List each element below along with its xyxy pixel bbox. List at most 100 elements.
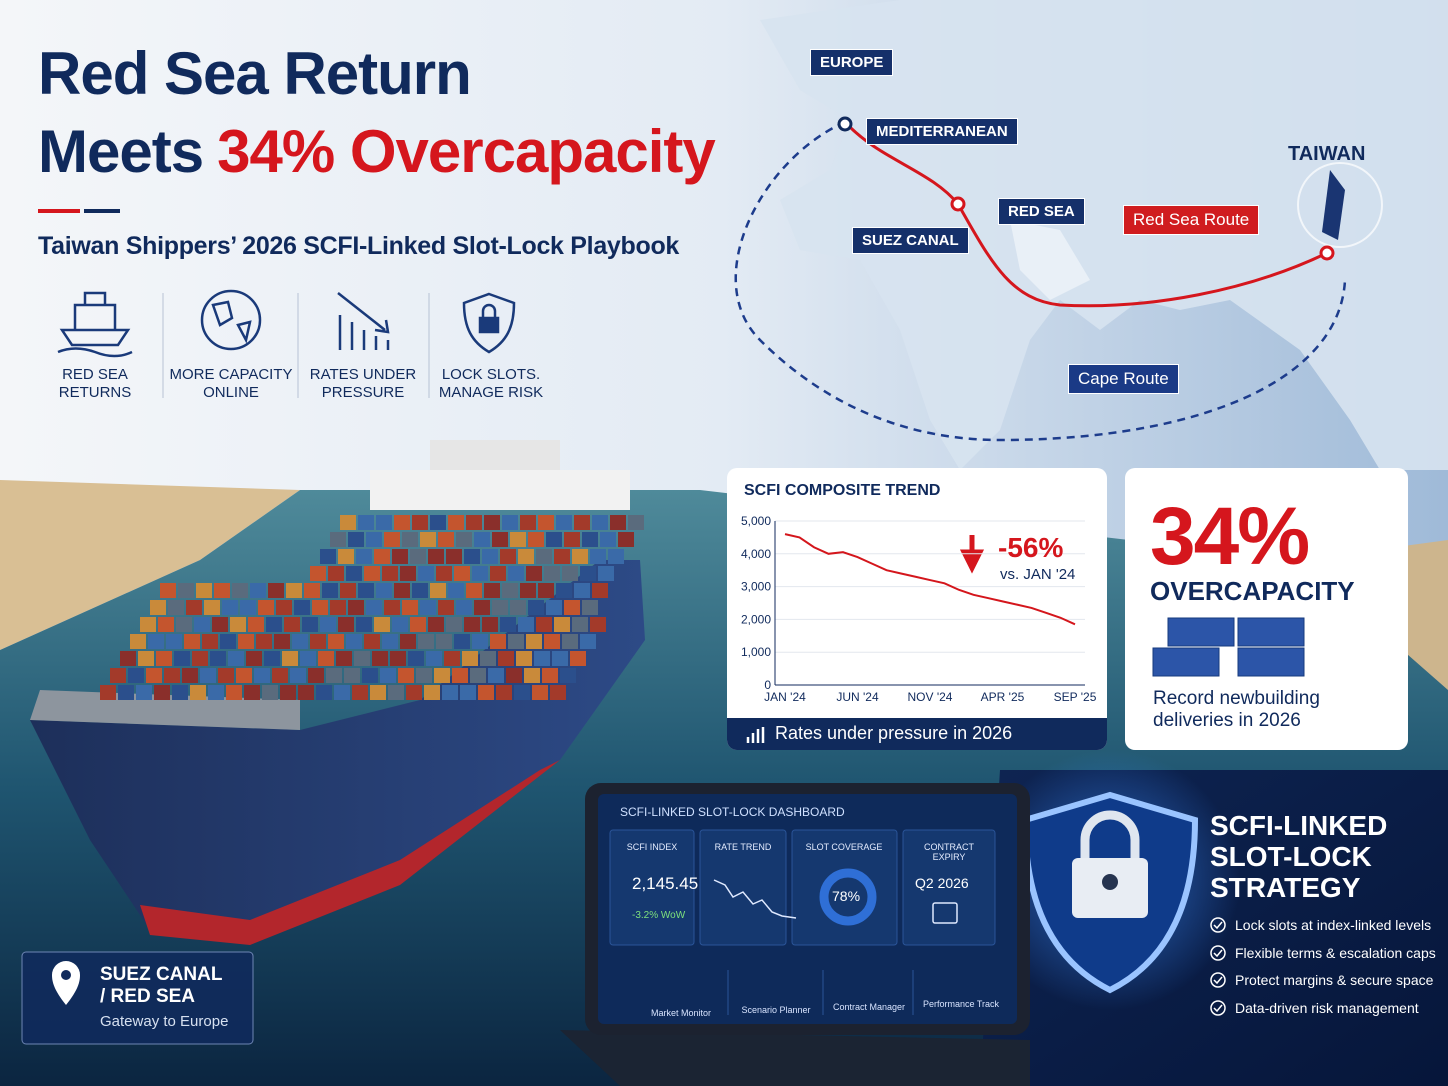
container — [384, 600, 400, 615]
container — [392, 549, 408, 564]
container — [394, 515, 410, 530]
container — [438, 532, 454, 547]
bridge — [370, 470, 630, 510]
keyhole — [1102, 874, 1118, 890]
taiwan-shape — [1322, 170, 1345, 240]
y-tick-label: 4,000 — [741, 547, 771, 561]
strategy-item: Flexible terms & escalation caps — [1235, 945, 1436, 961]
container — [118, 685, 134, 700]
container — [402, 600, 418, 615]
container — [610, 515, 626, 530]
check-icon — [1210, 972, 1226, 988]
container — [298, 685, 314, 700]
container — [466, 515, 482, 530]
container — [286, 583, 302, 598]
container-icon — [1167, 617, 1235, 647]
container — [502, 583, 518, 598]
container — [308, 668, 324, 683]
container — [292, 634, 308, 649]
container — [394, 583, 410, 598]
container — [190, 685, 206, 700]
container — [628, 515, 644, 530]
route-label: Red Sea Route — [1123, 205, 1260, 235]
container — [444, 651, 460, 666]
nav-item[interactable]: Market Monitor — [650, 1008, 712, 1018]
y-tick-label: 2,000 — [741, 612, 771, 626]
container — [538, 515, 554, 530]
container — [136, 685, 152, 700]
nav-item[interactable]: Contract Manager — [832, 1002, 906, 1012]
container — [276, 600, 292, 615]
container — [392, 617, 408, 632]
container — [212, 617, 228, 632]
container — [500, 617, 516, 632]
container — [374, 617, 390, 632]
container — [344, 668, 360, 683]
container — [166, 634, 182, 649]
container — [510, 600, 526, 615]
container — [402, 532, 418, 547]
container — [388, 685, 404, 700]
container — [358, 583, 374, 598]
stat-value: 34% — [1150, 491, 1310, 582]
container — [516, 651, 532, 666]
nav-item[interactable]: Performance Track — [922, 999, 1000, 1009]
container — [340, 515, 356, 530]
ship-icon — [57, 291, 133, 358]
container — [480, 651, 496, 666]
footer-icon — [746, 727, 765, 743]
container — [366, 600, 382, 615]
container — [322, 583, 338, 598]
chart: 0 1,000 2,000 3,000 4,000 5,000 JAN '24 JUN '24… — [741, 514, 1097, 704]
container — [570, 651, 586, 666]
container — [408, 651, 424, 666]
container — [184, 634, 200, 649]
container — [456, 600, 472, 615]
container — [418, 634, 434, 649]
container — [340, 583, 356, 598]
sparkline — [713, 879, 797, 919]
title-line1: Red Sea Return — [38, 40, 472, 107]
container — [572, 549, 588, 564]
container — [464, 549, 480, 564]
container — [564, 600, 580, 615]
container — [582, 600, 598, 615]
container — [208, 685, 224, 700]
container — [274, 634, 290, 649]
container — [472, 566, 488, 581]
container — [256, 634, 272, 649]
container — [454, 566, 470, 581]
container — [574, 515, 590, 530]
container — [562, 566, 578, 581]
cape-route — [734, 120, 1347, 442]
container — [484, 583, 500, 598]
nav-item[interactable]: Scenario Planner — [741, 1005, 811, 1015]
container — [448, 515, 464, 530]
container — [268, 583, 284, 598]
ship — [30, 440, 645, 945]
container — [232, 583, 248, 598]
container — [484, 515, 500, 530]
card-label: CONTRACT EXPIRY — [924, 842, 974, 862]
container — [220, 634, 236, 649]
chart-annotation: -56% — [998, 532, 1064, 563]
container — [478, 685, 494, 700]
container — [466, 583, 482, 598]
title-rule — [38, 209, 80, 213]
container — [336, 651, 352, 666]
container — [334, 685, 350, 700]
container — [150, 600, 166, 615]
container — [460, 685, 476, 700]
x-tick-label: NOV '24 — [908, 690, 953, 704]
container — [328, 566, 344, 581]
container — [250, 583, 266, 598]
check-icon — [1213, 976, 1223, 985]
container — [600, 532, 616, 547]
container — [496, 685, 512, 700]
card-label: SLOT COVERAGE — [805, 842, 883, 852]
container — [230, 617, 246, 632]
strategy-item: Data-driven risk management — [1235, 1000, 1419, 1016]
container — [474, 532, 490, 547]
title-highlight: 34% Overcapacity — [217, 118, 716, 185]
container — [338, 617, 354, 632]
